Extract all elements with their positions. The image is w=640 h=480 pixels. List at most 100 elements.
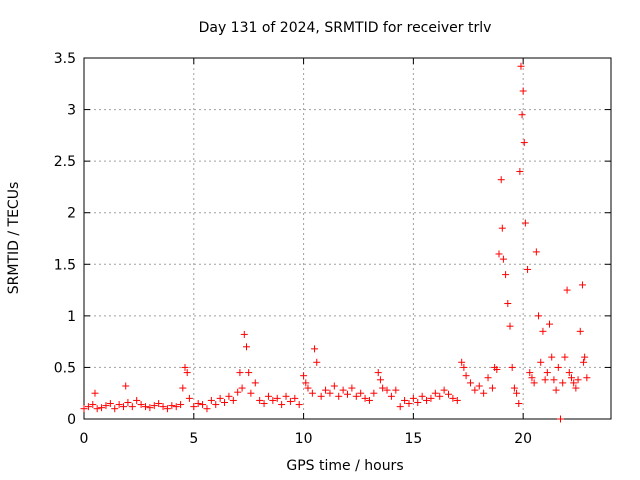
data-point: [570, 379, 578, 387]
data-point: [563, 286, 571, 294]
data-point: [207, 396, 215, 404]
data-point: [247, 389, 255, 397]
data-point: [519, 87, 527, 95]
data-point: [111, 405, 119, 413]
data-point: [401, 396, 409, 404]
data-point: [168, 402, 176, 410]
data-point: [580, 358, 588, 366]
data-point: [506, 322, 514, 330]
data-point: [181, 363, 189, 371]
data-point: [273, 394, 281, 402]
data-point: [379, 384, 387, 392]
data-point: [414, 398, 422, 406]
data-point: [513, 389, 521, 397]
data-point: [471, 386, 479, 394]
data-point: [554, 363, 562, 371]
data-point: [518, 111, 526, 119]
data-point: [515, 400, 523, 408]
data-point: [146, 404, 154, 412]
data-point: [480, 389, 488, 397]
data-point: [583, 374, 591, 382]
data-point: [115, 401, 123, 409]
y-tick-label: 1.5: [54, 257, 76, 273]
data-point: [93, 405, 101, 413]
data-point: [190, 403, 198, 411]
x-tick-label: 15: [404, 431, 422, 447]
data-point: [556, 415, 564, 423]
data-point: [291, 394, 299, 402]
data-point: [445, 390, 453, 398]
data-point: [225, 392, 233, 400]
data-point: [212, 401, 220, 409]
data-point: [234, 388, 242, 396]
data-point: [155, 400, 163, 408]
data-point: [269, 396, 277, 404]
data-point: [264, 392, 272, 400]
y-tick-label: 2: [67, 206, 76, 222]
data-point: [535, 312, 543, 320]
data-point: [462, 372, 470, 380]
data-point: [520, 139, 528, 147]
data-point: [539, 327, 547, 335]
data-point: [133, 396, 141, 404]
data-point: [256, 396, 264, 404]
data-point: [405, 400, 413, 408]
data-point: [576, 327, 584, 335]
data-point: [387, 392, 395, 400]
data-point: [141, 403, 149, 411]
data-point: [229, 396, 237, 404]
x-tick-label: 20: [514, 431, 532, 447]
data-point: [466, 379, 474, 387]
data-point: [510, 384, 518, 392]
data-point: [427, 394, 435, 402]
data-point: [102, 402, 110, 410]
data-point: [91, 389, 99, 397]
plot-frame: [83, 57, 612, 420]
data-point: [317, 392, 325, 400]
data-point: [185, 394, 193, 402]
data-point: [565, 369, 573, 377]
data-point: [322, 386, 330, 394]
data-point: [524, 265, 532, 273]
data-point: [502, 271, 510, 279]
data-point: [203, 405, 211, 413]
data-point: [216, 394, 224, 402]
data-point: [242, 343, 250, 351]
data-point: [304, 384, 312, 392]
data-point: [302, 379, 310, 387]
y-tick-label: 2.5: [54, 154, 76, 170]
data-point: [567, 374, 575, 382]
data-point: [179, 384, 187, 392]
data-point: [172, 403, 180, 411]
y-axis: 0 0.5 1 1.5 2 2.5 3 3.5: [54, 51, 611, 428]
chart-title: Day 131 of 2024, SRMTID for receiver trl…: [199, 20, 492, 36]
data-point: [449, 394, 457, 402]
data-point: [504, 299, 512, 307]
data-point: [436, 392, 444, 400]
data-point: [313, 358, 321, 366]
data-point: [499, 255, 507, 263]
data-point: [335, 392, 343, 400]
data-point: [84, 403, 92, 411]
data-point: [308, 389, 316, 397]
data-point: [409, 394, 417, 402]
data-point: [383, 386, 391, 394]
data-point: [552, 386, 560, 394]
data-point: [376, 376, 384, 384]
data-point: [548, 353, 556, 361]
data-point: [488, 384, 496, 392]
data-point: [150, 402, 158, 410]
data-point: [348, 384, 356, 392]
data-point: [370, 389, 378, 397]
data-point: [339, 386, 347, 394]
data-points: [80, 62, 591, 423]
y-tick-label: 3: [67, 103, 76, 119]
x-tick-label: 5: [189, 431, 198, 447]
data-point: [330, 382, 338, 390]
data-point: [460, 363, 468, 371]
data-point: [80, 405, 88, 413]
x-tick-label: 0: [80, 431, 89, 447]
data-point: [559, 379, 567, 387]
data-point: [516, 167, 524, 175]
data-point: [199, 401, 207, 409]
